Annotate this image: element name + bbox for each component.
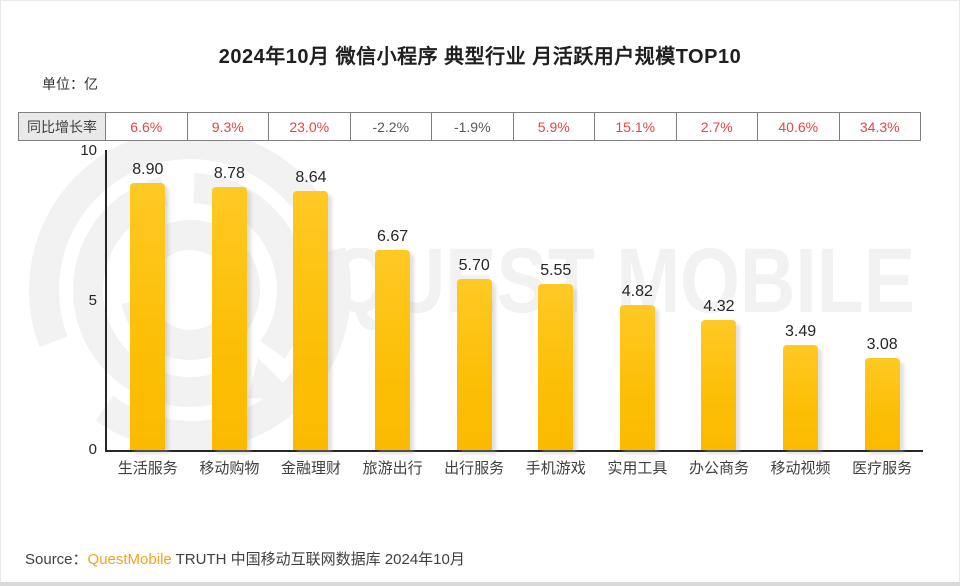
source-line: Source：QuestMobile TRUTH 中国移动互联网数据库 2024… bbox=[25, 548, 465, 569]
source-prefix: Source： bbox=[25, 551, 88, 568]
bar-column: 8.90 生活服务 bbox=[107, 150, 189, 477]
growth-rate-value: 9.3% bbox=[188, 113, 269, 140]
growth-rate-table: 同比增长率 6.6% 9.3% 23.0% -2.2% -1.9% 5.9% 15.1% 2.… bbox=[18, 112, 921, 141]
bar-value-label: 8.64 bbox=[295, 168, 327, 186]
y-tick-0: 0 bbox=[88, 441, 97, 458]
category-label: 实用工具 bbox=[607, 460, 668, 477]
bar-column: 8.64 金融理财 bbox=[270, 150, 352, 477]
category-label: 医疗服务 bbox=[852, 460, 913, 477]
growth-values: 6.6% 9.3% 23.0% -2.2% -1.9% 5.9% 15.1% 2.7% 40.6… bbox=[106, 113, 920, 140]
bar-value-label: 3.49 bbox=[784, 323, 817, 341]
bar-value-label: 3.08 bbox=[866, 335, 898, 353]
bar-column: 5.55 手机游戏 bbox=[515, 150, 597, 478]
bar-value-label: 6.67 bbox=[377, 227, 409, 245]
bar bbox=[293, 190, 329, 450]
category-label: 生活服务 bbox=[117, 460, 178, 477]
growth-rate-value: 34.3% bbox=[859, 118, 900, 135]
plot-columns: 8.90 生活服务 8.78 移动购物 8.64 金融理财 6.67 旅游出行 5.70 出行服务… bbox=[107, 150, 923, 478]
bar bbox=[211, 186, 247, 450]
bar bbox=[456, 279, 492, 450]
bar-column: 3.08 医疗服务 bbox=[841, 150, 923, 477]
source-brand: QuestMobile bbox=[87, 551, 172, 568]
y-tick-5: 5 bbox=[88, 292, 97, 309]
bar bbox=[538, 283, 574, 450]
bar-column: 8.78 移动购物 bbox=[189, 150, 271, 477]
bar bbox=[864, 357, 900, 450]
source-suffix: TRUTH 中国移动互联网数据库 2024年10月 bbox=[171, 551, 465, 568]
growth-rate-value: -2.2% bbox=[351, 113, 432, 140]
bar bbox=[375, 249, 411, 450]
bar-column: 3.49 移动视频 bbox=[760, 150, 842, 477]
unit-label: 单位：亿 bbox=[42, 76, 98, 92]
category-label: 移动视频 bbox=[770, 460, 831, 477]
bar-value-label: 4.82 bbox=[621, 283, 653, 301]
bar bbox=[130, 183, 166, 450]
bar bbox=[701, 320, 737, 450]
bar bbox=[619, 305, 655, 450]
bar-column: 4.32 办公商务 bbox=[678, 150, 760, 477]
growth-rate-value: 40.6% bbox=[758, 113, 840, 140]
bar bbox=[783, 345, 819, 450]
bar-value-label: 5.70 bbox=[458, 257, 490, 274]
growth-rate-value: 23.0% bbox=[269, 113, 351, 140]
category-label: 移动购物 bbox=[199, 460, 260, 477]
category-label: 办公商务 bbox=[688, 460, 749, 477]
category-label: 手机游戏 bbox=[525, 460, 586, 477]
bar-column: 6.67 旅游出行 bbox=[352, 150, 434, 477]
bar-value-label: 8.78 bbox=[213, 164, 245, 182]
bar-chart-plot-area: 8.90 生活服务 8.78 移动购物 8.64 金融理财 6.67 旅游出行 5.70 出行服务… bbox=[105, 150, 923, 478]
bar-column: 5.70 出行服务 bbox=[433, 150, 515, 477]
growth-rate-value: 2.7% bbox=[677, 113, 758, 140]
bar-column: 4.82 实用工具 bbox=[597, 150, 679, 477]
category-label: 旅游出行 bbox=[362, 460, 423, 477]
growth-rate-value: 5.9% bbox=[514, 113, 595, 140]
page-title: 2024年10月 微信小程序 典型行业 月活跃用户规模TOP10 bbox=[218, 46, 742, 68]
growth-rate-row-label: 同比增长率 bbox=[19, 113, 106, 140]
growth-rate-value: 15.1% bbox=[595, 113, 677, 140]
growth-rate-value: -1.9% bbox=[432, 113, 514, 140]
growth-rate-value: 6.6% bbox=[106, 113, 188, 140]
bar-value-label: 5.55 bbox=[540, 261, 572, 279]
bottom-edge-strip bbox=[0, 582, 960, 586]
category-label: 出行服务 bbox=[444, 460, 505, 477]
y-tick-10: 10 bbox=[80, 142, 97, 159]
bar-value-label: 8.90 bbox=[132, 161, 164, 178]
category-label: 金融理财 bbox=[280, 460, 341, 477]
bar-value-label: 4.32 bbox=[703, 298, 735, 316]
